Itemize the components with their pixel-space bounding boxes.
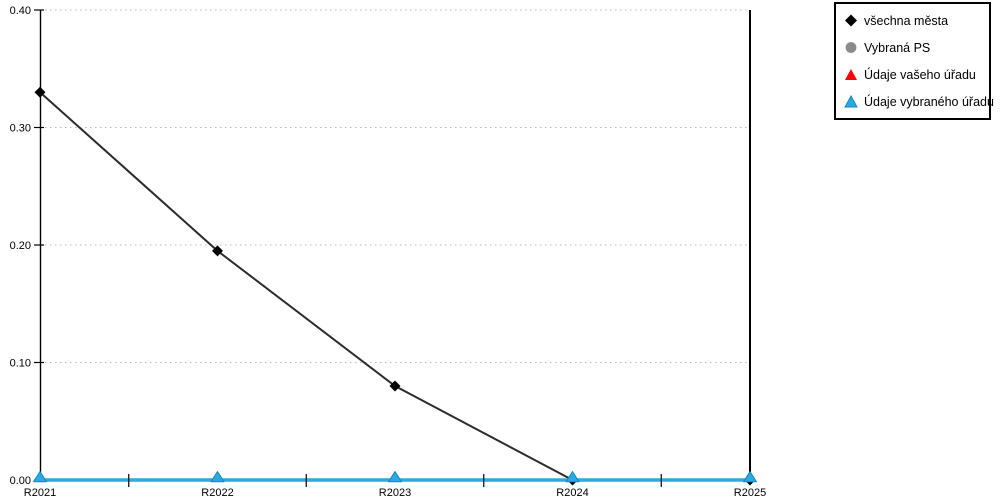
y-axis-tick-label: 0.30 [10, 123, 31, 135]
circle-marker-icon [845, 42, 857, 53]
legend-marker-shape [844, 95, 858, 108]
series-point-triangle [565, 471, 580, 483]
series-point-triangle [743, 471, 757, 483]
y-axis-tick-label: 0.10 [10, 358, 31, 370]
diamond-marker-icon [845, 14, 857, 27]
legend-marker-shape [845, 69, 857, 80]
series-line [39, 91, 750, 481]
legend-item-label: Údaje vybraného úřadu [864, 94, 994, 109]
legend-item-label: Údaje vašeho úřadu [864, 67, 976, 82]
series-point-triangle [210, 471, 225, 483]
series-point-triangle [33, 471, 47, 483]
legend-item: Vybraná PS [844, 41, 989, 55]
legend-item: Údaje vašeho úřadu [844, 68, 989, 82]
y-axis-tick-label: 0.40 [10, 5, 31, 17]
series-point-diamond [389, 380, 401, 392]
x-axis-tick-label: R2023 [379, 487, 411, 499]
chart-legend: všechna města Vybraná PS Údaje vašeho úřad… [834, 2, 994, 120]
legend-item-label: všechna města [864, 13, 949, 28]
x-axis-tick-label: R2021 [24, 487, 56, 499]
series-point-diamond [34, 86, 46, 98]
series-point-diamond [212, 245, 223, 257]
triangle-marker-icon [845, 69, 857, 80]
y-axis-tick-label: 0.00 [10, 475, 31, 487]
x-axis-tick-label: R2022 [201, 487, 233, 499]
series-point-triangle [388, 471, 402, 483]
y-axis-tick-label: 0.20 [10, 240, 31, 252]
legend-marker-shape [845, 14, 857, 27]
triangle-marker-icon [844, 95, 858, 108]
legend-marker-shape [845, 42, 857, 53]
legend-item: všechna města [844, 14, 989, 28]
legend-item: Údaje vybraného úřadu [844, 95, 994, 109]
legend-item-label: Vybraná PS [864, 40, 931, 55]
x-axis-tick-label: R2024 [556, 487, 588, 499]
x-axis-tick-label: R2025 [734, 487, 766, 499]
